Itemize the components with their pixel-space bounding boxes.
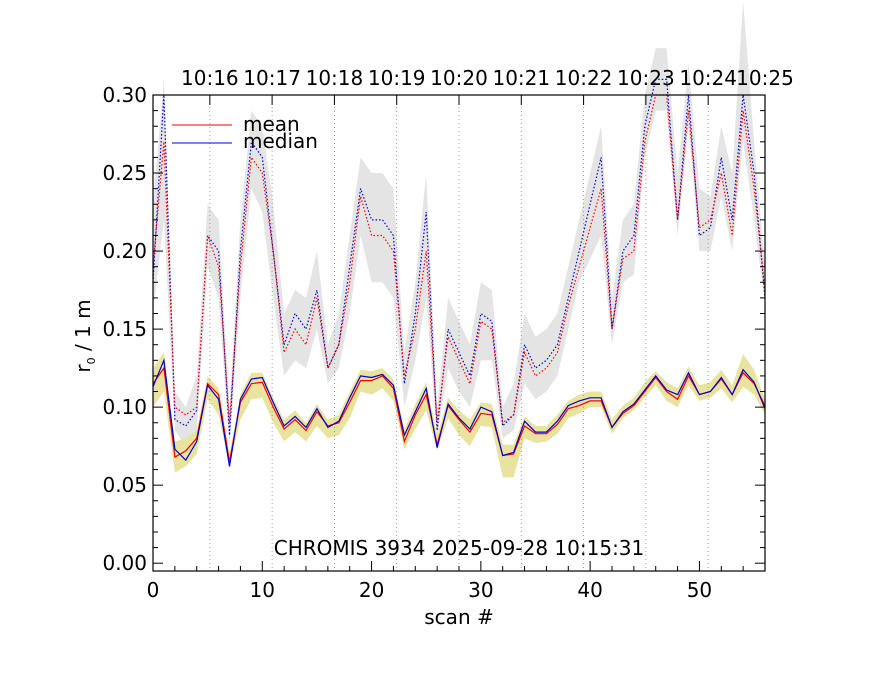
x-tick-label: 50	[687, 578, 712, 602]
chart-title: CHROMIS 3934 2025-09-28 10:15:31	[274, 536, 645, 560]
time-tick-label: 10:22	[555, 66, 613, 90]
time-tick-label: 10:16	[181, 66, 239, 90]
time-tick-label: 10:19	[368, 66, 426, 90]
x-tick-label: 30	[468, 578, 493, 602]
x-tick-label: 10	[250, 578, 275, 602]
x-tick-label: 20	[359, 578, 384, 602]
time-tick-label: 10:25	[736, 66, 794, 90]
time-tick-label: 10:18	[306, 66, 364, 90]
x-axis-label: scan #	[424, 605, 493, 629]
y-tick-label: 0.25	[102, 161, 147, 185]
series-line-0	[152, 78, 766, 436]
y-tick-label: 0.05	[102, 473, 147, 497]
y-tick-label: 0.15	[102, 317, 147, 341]
y-tick-label: 0.10	[102, 395, 147, 419]
series-line-2	[152, 366, 766, 462]
time-tick-label: 10:17	[243, 66, 301, 90]
x-tick-label: 40	[577, 578, 602, 602]
legend-median-label: median	[243, 129, 318, 153]
legend-mean-label: mean	[243, 112, 300, 136]
y-tick-label: 0.20	[102, 239, 147, 263]
axis-labels: 0.00 0.05 0.10 0.15 0.20 0.25 0.30 0 10 20 30 40 50 1…	[102, 66, 793, 602]
time-tick-label: 10:20	[430, 66, 488, 90]
time-tick-label: 10:24	[679, 66, 737, 90]
y-axis-label: r0 / 1 m	[71, 299, 98, 372]
y-axis-label-unit: / 1 m	[71, 299, 95, 357]
legend: mean median	[172, 112, 318, 153]
time-tick-label: 10:23	[617, 66, 675, 90]
band-0	[153, 1, 765, 447]
time-grid	[209, 95, 709, 571]
y-axis-label-subscript: 0	[85, 357, 98, 364]
series-line-3	[152, 357, 766, 467]
spread-bands	[153, 1, 765, 478]
axis-ticks	[152, 94, 766, 571]
band-1	[153, 352, 765, 478]
x-tick-label: 0	[147, 578, 160, 602]
y-tick-label: 0.00	[102, 551, 147, 575]
time-tick-label: 10:21	[492, 66, 550, 90]
y-tick-label: 0.30	[102, 83, 147, 107]
y-axis-label-main: r	[71, 364, 95, 373]
